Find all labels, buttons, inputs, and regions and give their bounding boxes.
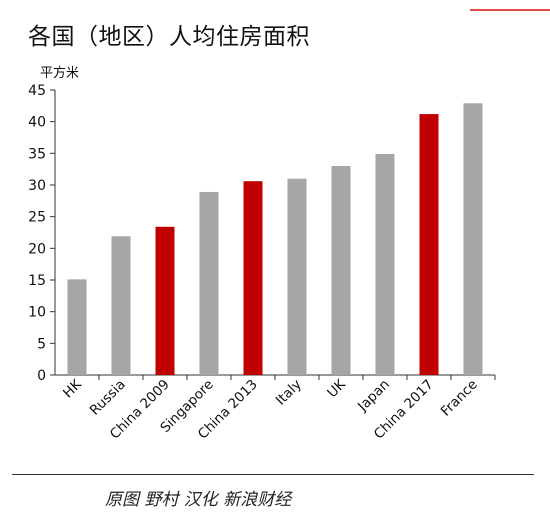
source-caption: 原图 野村 汉化 新浪财经 [105,490,292,510]
bar [243,181,263,375]
x-tick-label: HK [60,376,86,402]
bars [67,103,483,376]
bar [463,103,483,376]
y-tick-label: 0 [37,368,46,384]
top-accent-rule [470,9,550,11]
bar [419,114,439,376]
x-tick-label: Italy [273,377,305,409]
y-axis: 0 5 10 15 20 25 30 35 40 45 [28,83,495,384]
bottom-divider [12,474,534,475]
y-tick-label: 10 [28,305,46,321]
y-axis-unit-label: 平方米 [40,66,80,81]
bar [67,279,87,375]
bar [331,166,351,375]
y-tick-label: 20 [28,241,46,257]
chart-title: 各国（地区）人均住房面积 [28,24,310,50]
y-tick-label: 40 [28,115,46,131]
x-tick-label: Japan [354,377,393,416]
x-tick-label: UK [324,376,349,401]
bar [375,153,395,375]
y-tick-label: 25 [28,210,46,226]
y-tick-label: 35 [28,146,46,162]
y-tick-label: 30 [28,178,46,194]
bar [155,226,175,375]
bar [111,236,131,375]
bar [199,191,219,375]
y-tick-label: 45 [28,83,46,99]
x-tick-label: France [438,377,481,420]
y-tick-label: 5 [37,336,46,352]
bar [287,178,307,375]
x-tick-label: Russia [87,377,129,419]
y-tick-label: 15 [28,273,46,289]
